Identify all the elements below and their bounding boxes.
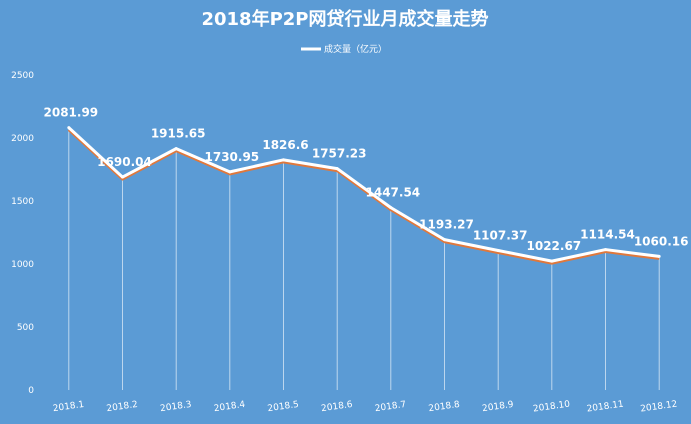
x-tick-label: 2018.12 [640,399,678,414]
x-tick-label: 2018.11 [586,399,624,414]
legend-label: 成交量（亿元） [324,43,387,55]
data-label: 1193.27 [419,218,474,232]
series-line-group [67,126,661,265]
data-point [121,175,124,179]
series-line [67,126,660,263]
data-point [604,248,607,252]
data-point [282,158,285,162]
data-label: 1757.23 [312,147,367,161]
data-point [228,170,232,174]
y-tick-label: 1000 [11,260,34,270]
x-tick-label: 2018.2 [106,400,139,414]
data-point [657,254,661,258]
y-tick-label: 500 [17,323,34,333]
y-axis: 0 500 1000 1500 2000 2500 [11,71,34,396]
y-tick-label: 1500 [11,197,34,207]
x-tick-label: 2018.8 [428,400,461,414]
y-tick-label: 0 [28,386,34,396]
data-point [389,206,393,210]
data-point [550,259,554,263]
x-axis: 2018.1 2018.2 2018.3 2018.4 2018.5 2018.6 2018… [52,399,678,414]
drop-lines [68,127,660,390]
data-point [335,167,339,171]
x-tick-label: 2018.9 [482,400,515,414]
data-point [67,126,71,130]
data-label: 2081.99 [44,106,99,120]
y-tick-label: 2000 [11,134,34,144]
x-tick-label: 2018.5 [267,400,300,414]
x-tick-label: 2018.4 [213,400,246,414]
data-label: 1826.6 [262,138,308,152]
data-label: 1060.16 [634,234,689,248]
x-tick-label: 2018.1 [52,400,85,414]
data-label: 1730.95 [205,150,260,164]
data-point [496,248,500,252]
x-tick-label: 2018.7 [374,400,407,414]
x-tick-label: 2018.10 [532,399,571,414]
data-label: 1022.67 [527,239,582,253]
data-label: 1107.37 [473,228,528,242]
legend: 成交量（亿元） [301,43,387,55]
chart-title: 2018年P2P网贷行业月成交量走势 [201,8,488,30]
x-tick-label: 2018.3 [160,400,193,414]
series-line-shadow [67,128,660,265]
data-label: 1114.54 [580,228,635,242]
data-point [174,147,178,151]
data-label: 1915.65 [151,127,206,141]
data-point [443,238,446,242]
data-label: 1447.54 [366,186,421,200]
x-tick-label: 2018.6 [321,400,354,414]
y-tick-label: 2500 [11,71,34,81]
data-label: 1690.04 [97,155,152,169]
